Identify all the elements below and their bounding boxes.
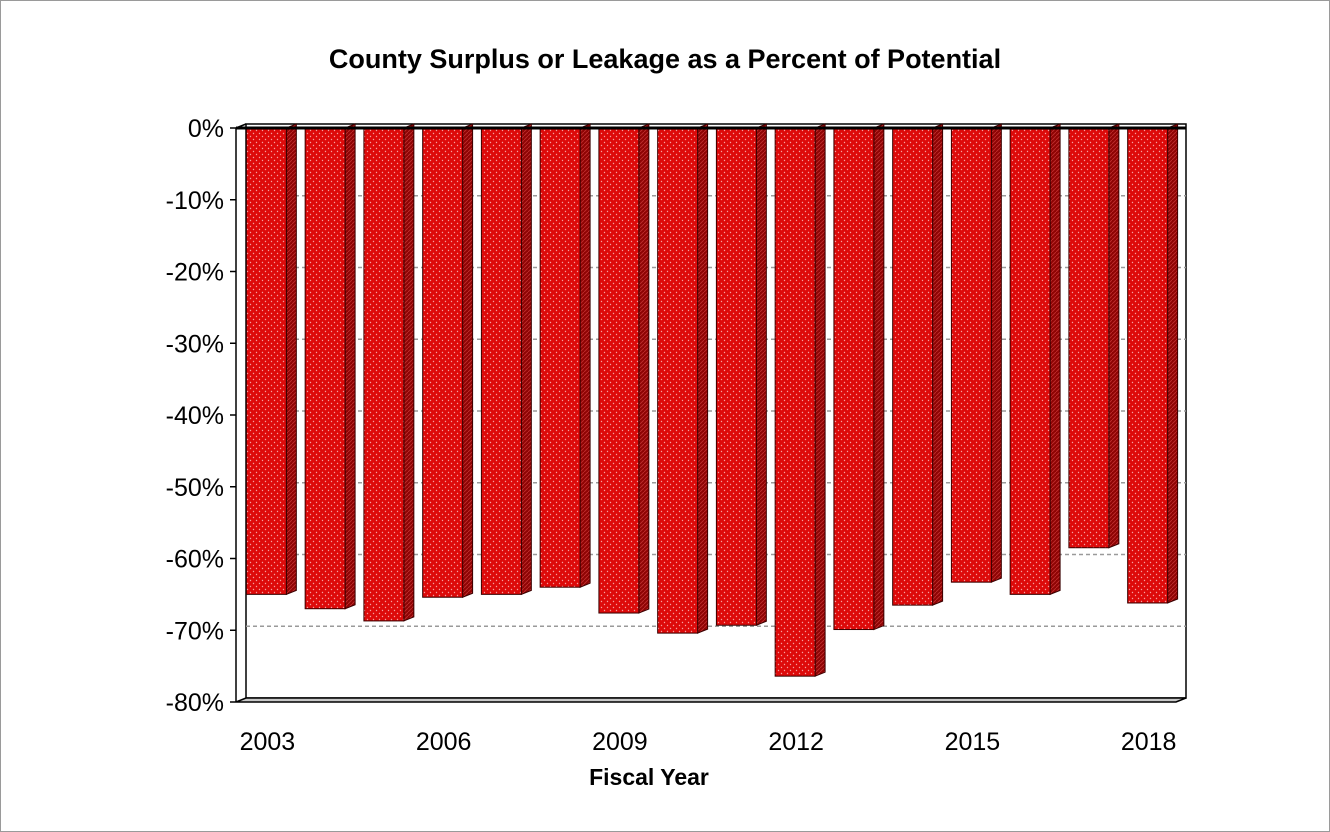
y-tick-label: -20%	[166, 259, 224, 287]
y-tick-label: 0%	[188, 115, 224, 143]
bar-2015	[950, 123, 1002, 583]
bar-side	[344, 123, 356, 610]
bar-side	[1167, 123, 1179, 604]
x-tick-labels: 2003 2006 2009 2012 2015 2018	[240, 728, 1177, 756]
y-tick-label: -50%	[166, 474, 224, 502]
bar-2003	[245, 123, 297, 596]
bar-side	[697, 123, 709, 634]
x-tick-label: 2015	[945, 728, 1001, 756]
y-tick-label: -40%	[166, 402, 224, 430]
bar-front	[892, 127, 934, 606]
bar-side	[403, 123, 415, 622]
bar-side	[579, 123, 591, 588]
y-tick-label: -30%	[166, 330, 224, 358]
bar-side	[1108, 123, 1120, 549]
bar-2017	[1068, 123, 1120, 549]
bar-2008	[539, 123, 591, 588]
bar-side	[520, 123, 532, 596]
bar-2009	[598, 123, 650, 614]
bar-2016	[1009, 123, 1061, 596]
y-tick-label: -10%	[166, 187, 224, 215]
x-tick-label: 2018	[1121, 728, 1177, 756]
bar-2006	[422, 123, 474, 598]
bar-front	[422, 127, 464, 598]
bar-2004	[304, 123, 356, 610]
bar-side	[285, 123, 297, 596]
x-tick-label: 2009	[592, 728, 648, 756]
axes	[230, 123, 1187, 703]
axis-depth-edge	[235, 123, 247, 129]
bar-front	[833, 127, 875, 631]
y-tick-label: -80%	[166, 689, 224, 717]
bar-side	[814, 123, 826, 677]
bar-front	[598, 127, 640, 614]
bar-front	[950, 127, 992, 583]
bar-side	[932, 123, 944, 606]
bar-2010	[657, 123, 709, 634]
plot-floor	[235, 697, 1187, 703]
y-tick-label: -60%	[166, 546, 224, 574]
bar-side	[638, 123, 650, 614]
bar-front	[1127, 127, 1169, 604]
bar-2013	[833, 123, 885, 631]
bar-front	[363, 127, 405, 622]
bar-front	[245, 127, 287, 595]
bar-2014	[892, 123, 944, 606]
bar-side	[1049, 123, 1061, 596]
bar-front	[304, 127, 346, 610]
bar-side	[990, 123, 1002, 583]
bar-2012	[774, 123, 826, 677]
bar-front	[715, 127, 757, 626]
x-axis-title: Fiscal Year	[589, 764, 709, 790]
bar-2005	[363, 123, 415, 622]
y-tick-label: -70%	[166, 617, 224, 645]
bar-front	[539, 127, 581, 588]
bar-front	[1009, 127, 1051, 595]
bar-front	[657, 127, 699, 634]
chart-title: County Surplus or Leakage as a Percent o…	[328, 44, 1002, 74]
bar-2007	[480, 123, 532, 596]
x-tick-label: 2012	[768, 728, 824, 756]
bar-front	[480, 127, 522, 595]
y-tick-labels: 0% -10% -20% -30% -40% -50% -60% -70% -80%	[166, 115, 224, 717]
bar-side	[873, 123, 885, 631]
bar-2018	[1127, 123, 1179, 604]
bar-side	[755, 123, 767, 626]
bar-front	[774, 127, 816, 677]
x-tick-label: 2003	[240, 728, 296, 756]
bar-side	[462, 123, 474, 598]
bar-2011	[715, 123, 767, 626]
bar-front	[1068, 127, 1110, 549]
x-tick-label: 2006	[416, 728, 472, 756]
